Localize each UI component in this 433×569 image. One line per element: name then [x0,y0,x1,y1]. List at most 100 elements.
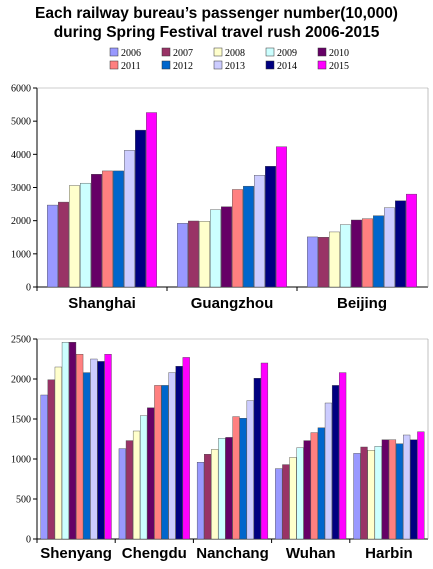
bar-nanchang-2012 [239,418,247,540]
category-label-beijing: Beijing [337,295,387,312]
bar-shanghai-2015 [146,112,157,288]
chart-panel-bottom: 0 500 1000 1500 2000 2500 Shenyang Chengdu Nanch… [11,335,429,562]
legend-label-2013: 2013 [225,61,245,72]
bar-guangzhou-2012 [243,185,254,288]
bar-harbin-2011 [388,439,397,540]
category-label-nanchang: Nanchang [196,545,269,562]
chart-title: Each railway bureau’s passenger number(1… [0,4,433,42]
y-tick-label: 1000 [11,249,31,260]
bar-shenyang-2010 [68,342,77,540]
bar-shanghai-2011 [102,170,113,288]
legend: 2006 2007 2008 2009 2010 2011 2012 2013 2014 2015 [109,47,349,72]
bar-chengdu-2010 [147,407,155,540]
bar-shanghai-2009 [80,182,91,288]
bar-shenyang-2009 [61,342,70,540]
category-label-shenyang: Shenyang [40,545,112,562]
legend-label-2011: 2011 [121,61,141,72]
bar-wuhan-2015 [339,372,347,540]
bar-shanghai-2008 [69,185,80,288]
bar-wuhan-2008 [289,457,297,540]
bar-harbin-2013 [403,434,411,540]
legend-swatch-2011 [109,60,119,70]
bar-beijing-2006 [307,236,318,288]
legend-swatch-2010 [317,47,327,57]
y-tick-label: 0 [26,535,31,546]
legend-label-2010: 2010 [329,48,349,59]
bar-chengdu-2008 [132,430,141,540]
y-tick-label: 500 [16,495,31,506]
bar-wuhan-2007 [282,464,290,540]
bar-shenyang-2011 [76,354,84,540]
bar-guangzhou-2008 [199,221,210,288]
bar-wuhan-2006 [275,468,283,540]
bar-harbin-2007 [360,446,368,540]
bar-beijing-2013 [384,207,395,288]
chart-panel-top: 0 1000 2000 3000 4000 5000 6000 Shanghai Guangzh… [11,84,429,312]
legend-label-2009: 2009 [277,48,297,59]
bar-beijing-2010 [351,219,362,288]
legend-label-2007: 2007 [173,48,193,59]
bar-harbin-2010 [381,439,389,540]
category-label-shanghai: Shanghai [68,295,136,312]
bar-chengdu-2012 [161,385,169,540]
bar-shenyang-2015 [104,354,112,540]
bar-harbin-2014 [410,439,418,540]
category-label-harbin: Harbin [365,545,413,562]
bar-harbin-2009 [374,446,382,540]
bar-shanghai-2007 [58,201,69,288]
bar-shenyang-2014 [97,361,105,540]
y-tick-label: 5000 [11,117,31,128]
bar-shanghai-2013 [124,150,135,288]
bar-shenyang-2013 [90,358,98,540]
bar-beijing-2012 [373,215,384,288]
bar-guangzhou-2011 [232,189,243,288]
bar-wuhan-2011 [310,432,318,540]
legend-swatch-2009 [265,47,275,57]
y-tick-label: 2000 [11,375,31,386]
bar-guangzhou-2015 [276,146,287,288]
bar-chengdu-2015 [182,357,190,540]
y-tick-label: 2000 [11,216,31,227]
bar-beijing-2009 [340,224,351,288]
chart-title-line-2: during Spring Festival travel rush 2006-… [53,24,380,41]
legend-swatch-2008 [213,47,223,57]
bar-wuhan-2010 [303,440,311,540]
bar-harbin-2012 [395,443,404,540]
y-tick-label: 6000 [11,84,31,95]
y-tick-label: 2500 [11,335,31,346]
y-tick-label: 0 [26,283,31,294]
category-label-chengdu: Chengdu [122,545,187,562]
legend-label-2006: 2006 [121,48,141,59]
bar-beijing-2008 [329,231,340,288]
bar-nanchang-2011 [232,416,240,540]
bar-nanchang-2007 [204,454,212,540]
bar-nanchang-2015 [260,362,269,540]
bar-nanchang-2006 [196,462,205,540]
legend-swatch-2013 [213,60,223,70]
bar-nanchang-2008 [211,449,219,540]
bar-shenyang-2012 [83,372,91,540]
bar-harbin-2008 [367,450,375,540]
bar-harbin-2015 [417,431,425,540]
bar-beijing-2007 [318,237,329,288]
legend-label-2014: 2014 [277,61,297,72]
legend-swatch-2014 [265,60,275,70]
bar-chengdu-2013 [168,372,176,540]
bar-guangzhou-2009 [210,209,221,288]
bar-chengdu-2007 [125,440,134,540]
category-label-wuhan: Wuhan [286,545,336,562]
y-tick-label: 1000 [11,455,31,466]
category-label-guangzhou: Guangzhou [191,295,274,312]
bar-wuhan-2014 [331,385,340,540]
bar-shenyang-2006 [40,394,48,540]
bar-wuhan-2012 [317,427,325,540]
bar-beijing-2015 [406,193,417,288]
legend-swatch-2012 [161,60,171,70]
bar-guangzhou-2007 [188,220,199,288]
bar-nanchang-2009 [218,438,226,540]
bar-guangzhou-2013 [254,175,265,288]
bar-shanghai-2010 [91,174,102,288]
bar-beijing-2011 [362,218,373,288]
bar-shanghai-2014 [135,129,146,288]
